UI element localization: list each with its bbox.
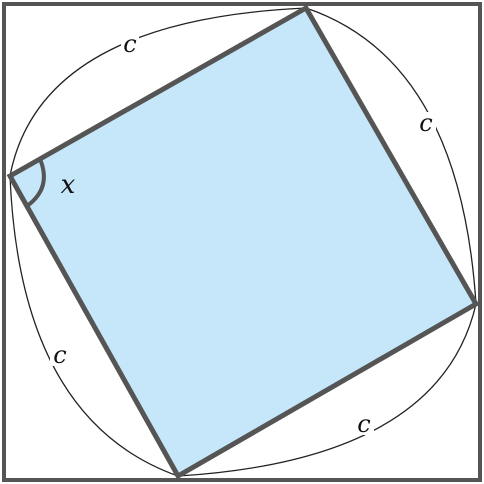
label-bg-top-left [121,34,139,54]
angle-arc-x [25,158,46,208]
arc-top-right [305,7,477,305]
angle-label: x [61,170,76,200]
side-label-bottom-right: c [357,410,370,438]
arc-bottom-left [9,175,179,477]
label-bg-top-right [416,112,436,134]
label-bg-bottom-left [50,344,70,366]
side-label-top-left: c [123,30,136,58]
arc-bottom-right [177,303,477,477]
inscribed-square [6,4,480,480]
label-bg-bottom-right [354,413,374,435]
arc-top-left [9,7,307,177]
side-label-bottom-left: c [53,341,66,369]
side-label-top-right: c [419,109,432,137]
